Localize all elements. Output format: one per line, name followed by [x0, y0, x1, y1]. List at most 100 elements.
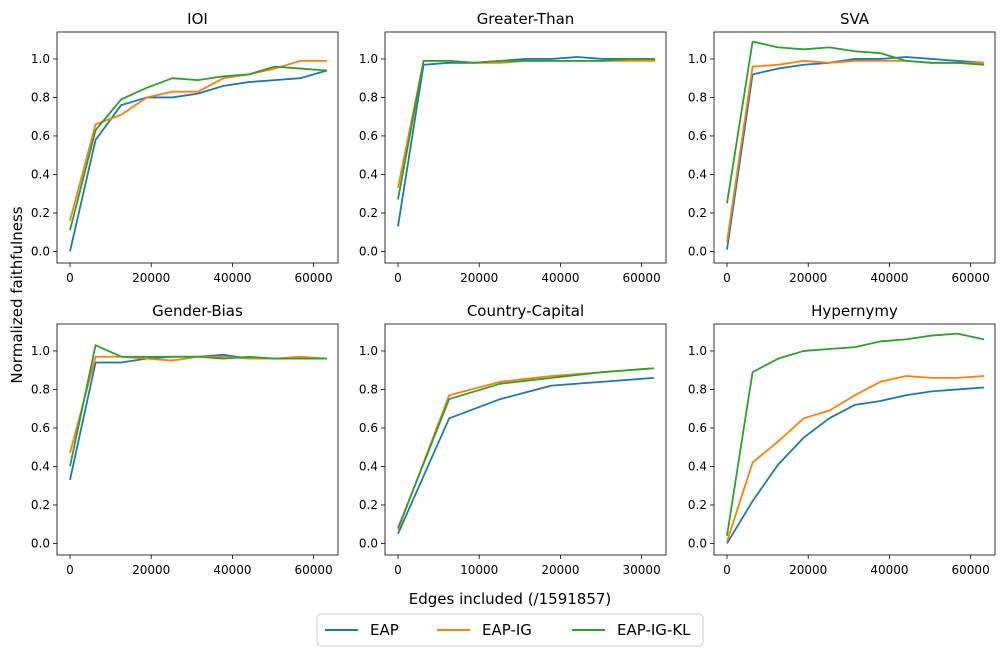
panel-frame: [713, 323, 996, 556]
panel-ioi: IOI 0.0 0.2 0.4 0.6 0.8 1.0 0 20000 40000 60000: [31, 10, 339, 285]
series-line-eap: [397, 56, 656, 227]
series-line-eap-ig-kl: [397, 367, 654, 529]
x-tick-label: 20000: [789, 271, 827, 285]
y-tick-label: 0.4: [31, 459, 50, 473]
legend: EAP EAP-IG EAP-IG-KL: [316, 613, 704, 647]
y-tick-label: 0.6: [688, 129, 707, 143]
x-tick-label: 40000: [213, 563, 251, 577]
y-tick-label: 1.0: [359, 52, 378, 66]
y-tick-label: 0.6: [359, 421, 378, 435]
panel-gender-bias: Gender-Bias 0.0 0.2 0.4 0.6 0.8 1.0 0 20000 40000…: [31, 302, 339, 577]
legend-label-eap-ig: EAP-IG: [482, 621, 532, 639]
y-tick-label: 0.6: [359, 129, 378, 143]
y-tick-label: 1.0: [31, 52, 50, 66]
y-tick-label: 0.8: [359, 382, 378, 396]
y-tick-label: 1.0: [688, 344, 707, 358]
series-line-eap-ig-kl: [397, 58, 656, 200]
y-tick-label: 0.2: [359, 206, 378, 220]
legend-frame: [316, 613, 704, 647]
legend-label-eap-ig-kl: EAP-IG-KL: [617, 621, 691, 639]
x-tick-label: 20000: [132, 563, 170, 577]
x-tick-label: 30000: [623, 563, 661, 577]
series-line-eap-ig-kl: [726, 332, 985, 536]
y-tick-label: 0.0: [688, 536, 707, 550]
series-line-eap: [397, 377, 654, 535]
panels: IOI 0.0 0.2 0.4 0.6 0.8 1.0 0 20000 40000 60000 Gre…: [31, 10, 996, 577]
y-tick-label: 0.0: [31, 536, 50, 550]
y-tick-label: 0.8: [688, 90, 707, 104]
x-tick-label: 0: [723, 271, 731, 285]
x-tick-label: 0: [394, 563, 402, 577]
series-line-eap: [69, 353, 328, 481]
x-tick-label: 20000: [132, 271, 170, 285]
x-tick-label: 60000: [295, 271, 333, 285]
y-tick-label: 0.8: [359, 90, 378, 104]
y-tick-label: 0.0: [359, 536, 378, 550]
series-line-eap-ig: [69, 59, 328, 221]
panel-title: Hypernymy: [811, 302, 898, 320]
y-tick-label: 0.4: [31, 167, 50, 181]
x-tick-label: 20000: [789, 563, 827, 577]
y-tick-label: 0.2: [688, 206, 707, 220]
x-tick-label: 0: [723, 563, 731, 577]
y-tick-label: 0.6: [31, 129, 50, 143]
panel-frame: [384, 31, 667, 264]
series-line-eap: [726, 56, 985, 250]
series-line-eap: [726, 386, 985, 544]
y-axis-label: Normalized faithfulness: [8, 206, 26, 383]
series-line-eap-ig-kl: [69, 65, 328, 231]
y-tick-label: 0.0: [359, 244, 378, 258]
y-tick-label: 0.0: [688, 244, 707, 258]
panel-hypernymy: Hypernymy 0.0 0.2 0.4 0.6 0.8 1.0 0 20000 40000 60…: [688, 302, 996, 577]
y-tick-label: 0.6: [688, 421, 707, 435]
x-tick-label: 60000: [623, 271, 661, 285]
panel-greater-than: Greater-Than 0.0 0.2 0.4 0.6 0.8 1.0 0 20000 4000…: [359, 10, 667, 285]
x-tick-label: 20000: [460, 271, 498, 285]
series-line-eap-ig-kl: [726, 40, 985, 204]
x-tick-label: 60000: [952, 563, 990, 577]
x-tick-label: 40000: [870, 271, 908, 285]
panel-title: Gender-Bias: [152, 302, 243, 320]
x-tick-label: 20000: [541, 563, 579, 577]
panel-frame: [713, 31, 996, 264]
y-tick-label: 0.2: [688, 498, 707, 512]
y-tick-label: 0.0: [31, 244, 50, 258]
panel-sva: SVA 0.0 0.2 0.4 0.6 0.8 1.0 0 20000 40000 60000: [688, 10, 996, 285]
legend-label-eap: EAP: [370, 621, 399, 639]
panel-title: Greater-Than: [477, 10, 575, 28]
panel-frame: [56, 31, 339, 264]
x-tick-label: 0: [394, 271, 402, 285]
y-tick-label: 1.0: [31, 344, 50, 358]
x-axis-label: Edges included (/1591857): [409, 590, 612, 608]
x-tick-label: 40000: [213, 271, 251, 285]
x-tick-label: 0: [66, 271, 74, 285]
series-line-eap: [69, 69, 328, 252]
x-tick-label: 60000: [295, 563, 333, 577]
y-tick-label: 0.4: [688, 459, 707, 473]
y-tick-label: 0.4: [688, 167, 707, 181]
panel-country-capital: Country-Capital 0.0 0.2 0.4 0.6 0.8 1.0 0 10000 2…: [359, 302, 667, 577]
y-tick-label: 0.2: [31, 206, 50, 220]
y-tick-label: 0.8: [31, 382, 50, 396]
y-tick-label: 1.0: [688, 52, 707, 66]
y-tick-label: 1.0: [359, 344, 378, 358]
x-tick-label: 40000: [870, 563, 908, 577]
y-tick-label: 0.2: [359, 498, 378, 512]
series-line-eap-ig: [397, 59, 656, 189]
panel-title: Country-Capital: [467, 302, 584, 320]
panel-title: IOI: [187, 10, 208, 28]
series-line-eap-ig: [726, 375, 985, 542]
x-tick-label: 60000: [952, 271, 990, 285]
panel-frame: [56, 323, 339, 556]
x-tick-label: 10000: [460, 563, 498, 577]
panel-title: SVA: [840, 10, 870, 28]
x-tick-label: 40000: [541, 271, 579, 285]
panel-frame: [384, 323, 667, 556]
y-tick-label: 0.8: [688, 382, 707, 396]
series-line-eap-ig: [726, 59, 985, 242]
x-tick-label: 0: [66, 563, 74, 577]
series-line-eap-ig: [69, 355, 328, 454]
y-tick-label: 0.8: [31, 90, 50, 104]
y-tick-label: 0.2: [31, 498, 50, 512]
